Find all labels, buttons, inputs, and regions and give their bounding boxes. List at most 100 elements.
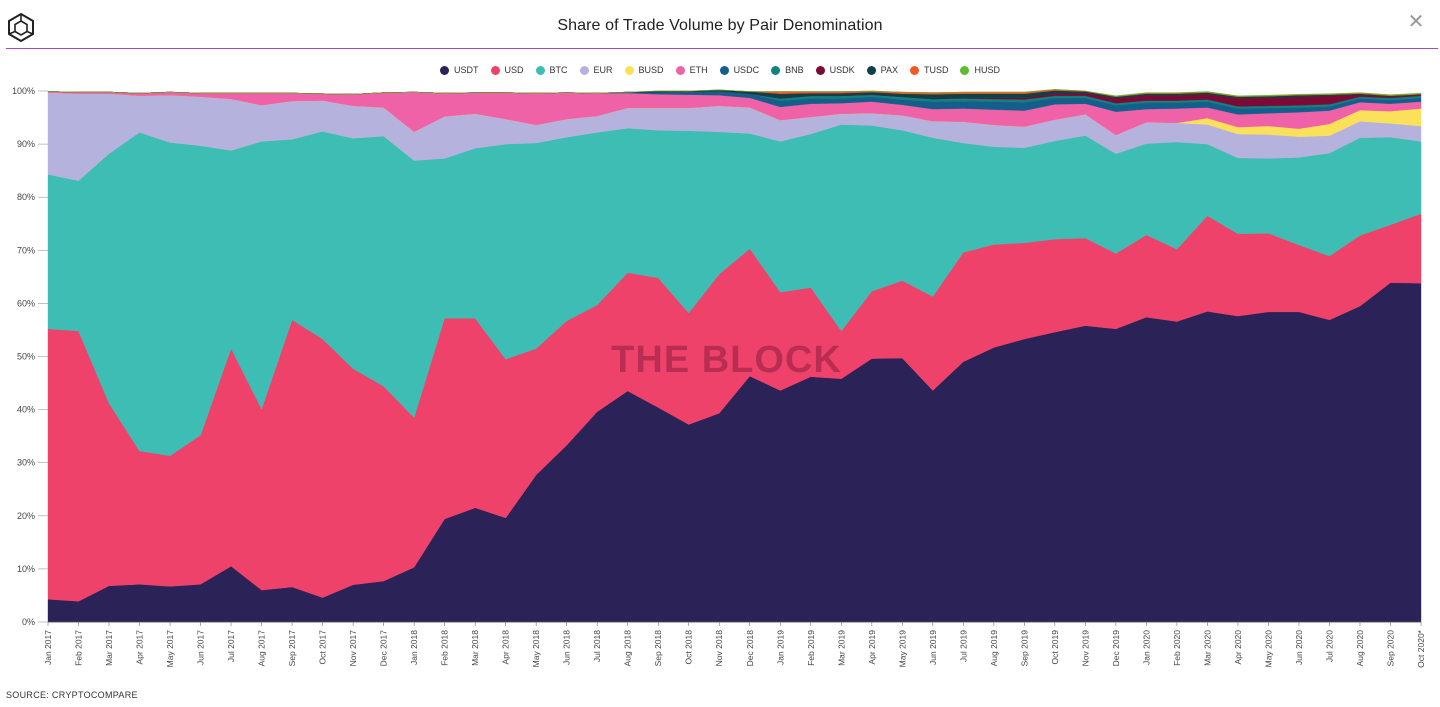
x-tick-label: May 2018 (531, 630, 541, 668)
x-tick-label: Aug 2020 (1355, 630, 1365, 667)
x-tick-label: Jan 2018 (409, 630, 419, 665)
x-tick-label: Mar 2018 (470, 630, 480, 666)
x-tick-label: Mar 2020 (1202, 630, 1212, 666)
legend-item-bnb[interactable]: BNB (771, 65, 804, 75)
legend-swatch (624, 65, 634, 75)
legend-swatch (960, 65, 970, 75)
legend-swatch (771, 65, 781, 75)
cube-logo-icon (6, 12, 36, 43)
x-tick-label: Dec 2017 (379, 630, 389, 667)
legend-label: TUSD (923, 65, 949, 75)
legend-item-busd[interactable]: BUSD (624, 65, 664, 75)
y-tick-label: 50% (17, 352, 35, 362)
source-note: SOURCE: CRYPTOCOMPARE (6, 690, 138, 700)
x-tick-label: Sep 2018 (653, 630, 663, 667)
legend-label: PAX (880, 65, 898, 75)
x-tick-label: Feb 2018 (440, 630, 450, 666)
x-tick-label: Apr 2017 (135, 630, 145, 665)
x-tick-label: Sep 2020 (1386, 630, 1396, 667)
legend-swatch (909, 65, 919, 75)
x-tick-label: Nov 2018 (714, 630, 724, 667)
legend-swatch (866, 65, 876, 75)
legend-item-btc[interactable]: BTC (535, 65, 568, 75)
legend-item-tusd[interactable]: TUSD (909, 65, 949, 75)
close-icon[interactable]: ✕ (1407, 11, 1425, 33)
x-tick-label: Jun 2019 (928, 630, 938, 665)
legend-label: ETH (689, 65, 708, 75)
legend-label: HUSD (974, 65, 1000, 75)
y-tick-label: 90% (17, 139, 35, 149)
legend-swatch (815, 65, 825, 75)
x-tick-label: Jun 2020 (1294, 630, 1304, 665)
x-tick-label: Mar 2019 (836, 630, 846, 666)
y-tick-label: 60% (17, 298, 35, 308)
y-tick-label: 70% (17, 245, 35, 255)
area-series-husd (47, 89, 1422, 97)
chart-legend: USDT USD BTC EUR BUSD ETH USDC BNB USDK PAX TUSD HU… (0, 65, 1440, 75)
y-tick-label: 30% (17, 458, 35, 468)
x-tick-label: Jan 2017 (43, 630, 53, 665)
y-tick-label: 40% (17, 405, 35, 415)
legend-item-husd[interactable]: HUSD (960, 65, 1000, 75)
x-tick-label: Feb 2017 (74, 630, 84, 666)
legend-label: EUR (593, 65, 613, 75)
legend-item-usdc[interactable]: USDC (719, 65, 760, 75)
x-tick-label: May 2017 (165, 630, 175, 668)
legend-item-usdk[interactable]: USDK (815, 65, 855, 75)
header-divider (6, 48, 1438, 49)
x-tick-label: Oct 2019 (1050, 630, 1060, 665)
x-tick-label: Nov 2019 (1080, 630, 1090, 667)
x-tick-label: Jul 2020 (1325, 630, 1335, 662)
legend-swatch (719, 65, 729, 75)
legend-item-usdt[interactable]: USDT (440, 65, 479, 75)
x-tick-label: Sep 2017 (287, 630, 297, 667)
x-tick-label: Jul 2019 (958, 630, 968, 662)
legend-item-eur[interactable]: EUR (579, 65, 613, 75)
x-tick-label: Dec 2019 (1111, 630, 1121, 667)
stacked-area-chart: THE BLOCK 0% 10% 20% 30% 40% 50% 60% 70% 80% 90% 10… (12, 86, 1426, 668)
x-tick-label: May 2020 (1263, 630, 1273, 668)
x-tick-label: Aug 2019 (989, 630, 999, 667)
legend-item-pax[interactable]: PAX (866, 65, 898, 75)
y-tick-label: 20% (17, 511, 35, 521)
legend-swatch (535, 65, 545, 75)
y-tick-label: 80% (17, 192, 35, 202)
x-tick-label: Nov 2017 (348, 630, 358, 667)
x-tick-label: Jun 2018 (562, 630, 572, 665)
y-tick-label: 0% (22, 617, 35, 627)
x-tick-label: Oct 2020* (1416, 629, 1426, 667)
x-tick-label: Feb 2020 (1172, 630, 1182, 666)
legend-swatch (579, 65, 589, 75)
legend-label: BTC (549, 65, 568, 75)
y-tick-label: 10% (17, 564, 35, 574)
legend-item-eth[interactable]: ETH (675, 65, 708, 75)
x-tick-label: Jan 2020 (1141, 630, 1151, 665)
x-tick-label: Oct 2017 (318, 630, 328, 665)
x-tick-label: Apr 2020 (1233, 630, 1243, 665)
x-tick-label: Jan 2019 (775, 630, 785, 665)
x-tick-label: Oct 2018 (684, 630, 694, 665)
x-tick-label: Apr 2019 (867, 630, 877, 665)
x-tick-label: Dec 2018 (745, 630, 755, 667)
legend-label: BUSD (638, 65, 664, 75)
x-tick-label: Feb 2019 (806, 630, 816, 666)
x-tick-label: Mar 2017 (104, 630, 114, 666)
x-tick-label: Jul 2017 (226, 630, 236, 662)
legend-label: USDC (733, 65, 760, 75)
x-tick-label: Sep 2019 (1019, 630, 1029, 667)
legend-item-usd[interactable]: USD (490, 65, 524, 75)
x-tick-label: Aug 2017 (257, 630, 267, 667)
chart-title: Share of Trade Volume by Pair Denominati… (557, 17, 883, 34)
x-tick-label: Jul 2018 (592, 630, 602, 662)
y-tick-label: 100% (12, 86, 35, 96)
x-tick-label: Aug 2018 (623, 630, 633, 667)
x-tick-label: May 2019 (897, 630, 907, 668)
x-tick-label: Jun 2017 (196, 630, 206, 665)
legend-swatch (440, 65, 450, 75)
legend-swatch (490, 65, 500, 75)
legend-label: USD (504, 65, 524, 75)
legend-label: BNB (785, 65, 804, 75)
watermark-text: THE BLOCK (611, 339, 842, 381)
x-tick-label: Apr 2018 (501, 630, 511, 665)
legend-label: USDT (454, 65, 479, 75)
